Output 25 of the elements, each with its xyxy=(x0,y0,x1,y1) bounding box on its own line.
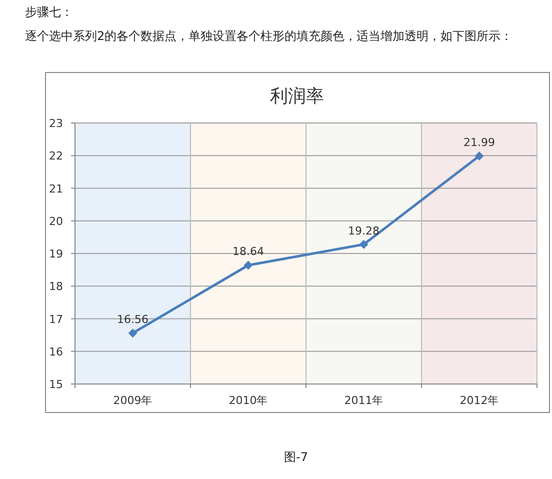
data-label: 21.99 xyxy=(464,136,495,149)
data-label: 19.28 xyxy=(348,224,380,238)
x-tick-label: 2009年 xyxy=(113,394,152,407)
y-tick-label: 23 xyxy=(49,117,63,130)
y-tick-label: 22 xyxy=(49,150,63,163)
y-tick-label: 19 xyxy=(49,248,63,260)
y-tick-label: 17 xyxy=(49,312,63,326)
text: 图-7 xyxy=(284,450,308,464)
x-tick-label: 2012年 xyxy=(460,394,499,407)
x-tick-label: 2011年 xyxy=(344,394,384,407)
point xyxy=(359,240,368,249)
data-label: 18.64 xyxy=(232,245,264,258)
y-tick-label: 20 xyxy=(49,214,63,228)
x-tick-label: 2010年 xyxy=(228,394,268,407)
chart-title: 利润率 xyxy=(270,86,324,107)
text: 步骤七： xyxy=(25,5,73,19)
point xyxy=(128,328,138,338)
data-label: 16.56 xyxy=(117,313,148,326)
point xyxy=(474,151,484,160)
point xyxy=(244,260,253,270)
text: 逐个选中系列2的各个数据点，单独设置各个柱形的填充颜色，适当增加透明，如下图所示： xyxy=(25,29,513,43)
y-tick-label: 15 xyxy=(49,378,63,391)
y-tick-label: 18 xyxy=(49,280,63,294)
y-tick-label: 16 xyxy=(49,345,63,358)
y-tick-label: 21 xyxy=(49,182,63,196)
